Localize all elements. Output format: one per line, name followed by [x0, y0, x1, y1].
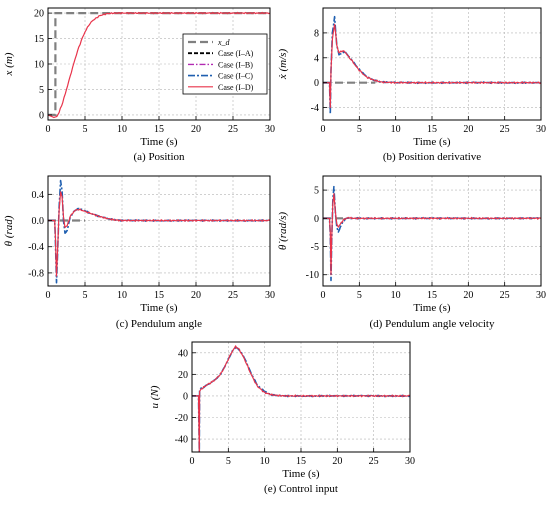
- y-tick-label: 0: [183, 391, 188, 402]
- subplot-caption: (d) Pendulum angle velocity: [370, 318, 495, 330]
- x-tick-label: 25: [369, 456, 379, 467]
- x-axis-label: Time (s): [413, 302, 451, 314]
- y-axis-label: u (N): [149, 385, 161, 408]
- x-tick-label: 5: [83, 124, 88, 135]
- y-tick-label: 20: [34, 9, 44, 20]
- x-tick-label: 25: [228, 290, 238, 301]
- x-tick-label: 0: [46, 124, 51, 135]
- y-tick-label: 0.4: [32, 190, 45, 201]
- x-tick-label: 10: [117, 124, 127, 135]
- y-tick-label: 8: [314, 28, 319, 39]
- x-tick-label: 30: [265, 290, 275, 301]
- legend-label: x_d: [217, 38, 231, 47]
- x-tick-label: 30: [265, 124, 275, 135]
- x-tick-label: 30: [536, 290, 546, 301]
- subplot-2: 0 5 10 15 20 25 30 -0.8 -0.4 0.0 0.4 Time (s) θ (rad…: [3, 175, 275, 330]
- x-tick-label: 5: [83, 290, 88, 301]
- x-tick-label: 10: [260, 456, 270, 467]
- y-tick-label: -4: [311, 103, 319, 114]
- y-tick-label: 20: [178, 370, 188, 381]
- y-axis-label: θ (rad): [3, 215, 15, 246]
- x-tick-label: 25: [228, 124, 238, 135]
- y-axis-label: x (m): [3, 52, 15, 76]
- x-axis-label: Time (s): [282, 468, 320, 480]
- x-tick-label: 15: [296, 456, 306, 467]
- subplot-caption: (b) Position derivative: [383, 151, 481, 163]
- x-axis-label: Time (s): [140, 136, 178, 148]
- series-line-caseid: [323, 193, 541, 276]
- x-tick-label: 15: [154, 124, 164, 135]
- x-tick-label: 5: [357, 124, 362, 135]
- x-tick-label: 0: [46, 290, 51, 301]
- x-tick-label: 20: [463, 290, 473, 301]
- y-tick-label: 0: [314, 78, 319, 89]
- x-tick-label: 15: [427, 290, 437, 301]
- y-tick-label: -40: [175, 435, 188, 446]
- x-axis-label: Time (s): [140, 302, 178, 314]
- series-line-caseic: [48, 179, 270, 284]
- series-line-caseid: [48, 11, 270, 119]
- x-tick-label: 0: [190, 456, 195, 467]
- x-tick-label: 0: [321, 124, 326, 135]
- subplot-caption: (e) Control input: [264, 483, 338, 495]
- y-axis-label: ẋ (m/s): [277, 49, 289, 81]
- y-tick-label: 0: [314, 214, 319, 225]
- x-axis-label: Time (s): [413, 136, 451, 148]
- plot-area: [323, 176, 541, 286]
- series-line-caseic: [323, 15, 541, 115]
- x-tick-label: 20: [191, 124, 201, 135]
- x-tick-label: 25: [500, 124, 510, 135]
- y-tick-label: 4: [314, 53, 319, 64]
- subplot-4: 0 5 10 15 20 25 30 -40 -20 0 20 40 Time (s) u (N) (e) …: [149, 341, 415, 495]
- x-tick-label: 25: [500, 290, 510, 301]
- x-tick-label: 20: [463, 124, 473, 135]
- x-tick-label: 10: [391, 290, 401, 301]
- series-line-caseid: [48, 191, 270, 277]
- y-tick-label: -5: [311, 242, 319, 253]
- legend: x_d Case (I–A) Case (I–B) Case (I–C) Case (I…: [182, 33, 268, 95]
- y-tick-label: 15: [34, 34, 44, 45]
- series-line-caseid: [323, 23, 541, 109]
- y-tick-label: 0: [39, 110, 44, 121]
- y-tick-label: -20: [175, 413, 188, 424]
- y-tick-label: 10: [34, 60, 44, 71]
- x-tick-label: 5: [357, 290, 362, 301]
- x-tick-label: 10: [117, 290, 127, 301]
- x-tick-label: 15: [427, 124, 437, 135]
- x-tick-label: 20: [191, 290, 201, 301]
- series-line-caseid: [192, 345, 410, 452]
- y-tick-label: -10: [306, 270, 319, 281]
- y-tick-label: 5: [39, 85, 44, 96]
- legend-label: Case (I–A): [218, 49, 254, 58]
- x-tick-label: 0: [321, 290, 326, 301]
- x-tick-label: 5: [226, 456, 231, 467]
- subplot-3: 0 5 10 15 20 25 30 -10 -5 0 5 Time (s) θ̇ (rad/s) (d)…: [277, 175, 546, 330]
- subplot-caption: (a) Position: [133, 151, 185, 163]
- y-tick-label: 40: [178, 348, 188, 359]
- x-tick-label: 30: [405, 456, 415, 467]
- x-tick-label: 10: [391, 124, 401, 135]
- y-tick-label: 0.0: [32, 216, 45, 227]
- y-tick-label: -0.4: [28, 242, 44, 253]
- legend-label: Case (I–B): [218, 60, 253, 69]
- y-tick-label: 5: [314, 186, 319, 197]
- subplot-caption: (c) Pendulum angle: [116, 318, 202, 330]
- x-tick-label: 30: [536, 124, 546, 135]
- legend-label: Case (I–D): [218, 83, 254, 92]
- y-axis-label: θ̇ (rad/s): [277, 212, 289, 250]
- x-tick-label: 20: [332, 456, 342, 467]
- legend-label: Case (I–C): [218, 72, 253, 81]
- x-tick-label: 15: [154, 290, 164, 301]
- y-tick-label: -0.8: [28, 268, 44, 279]
